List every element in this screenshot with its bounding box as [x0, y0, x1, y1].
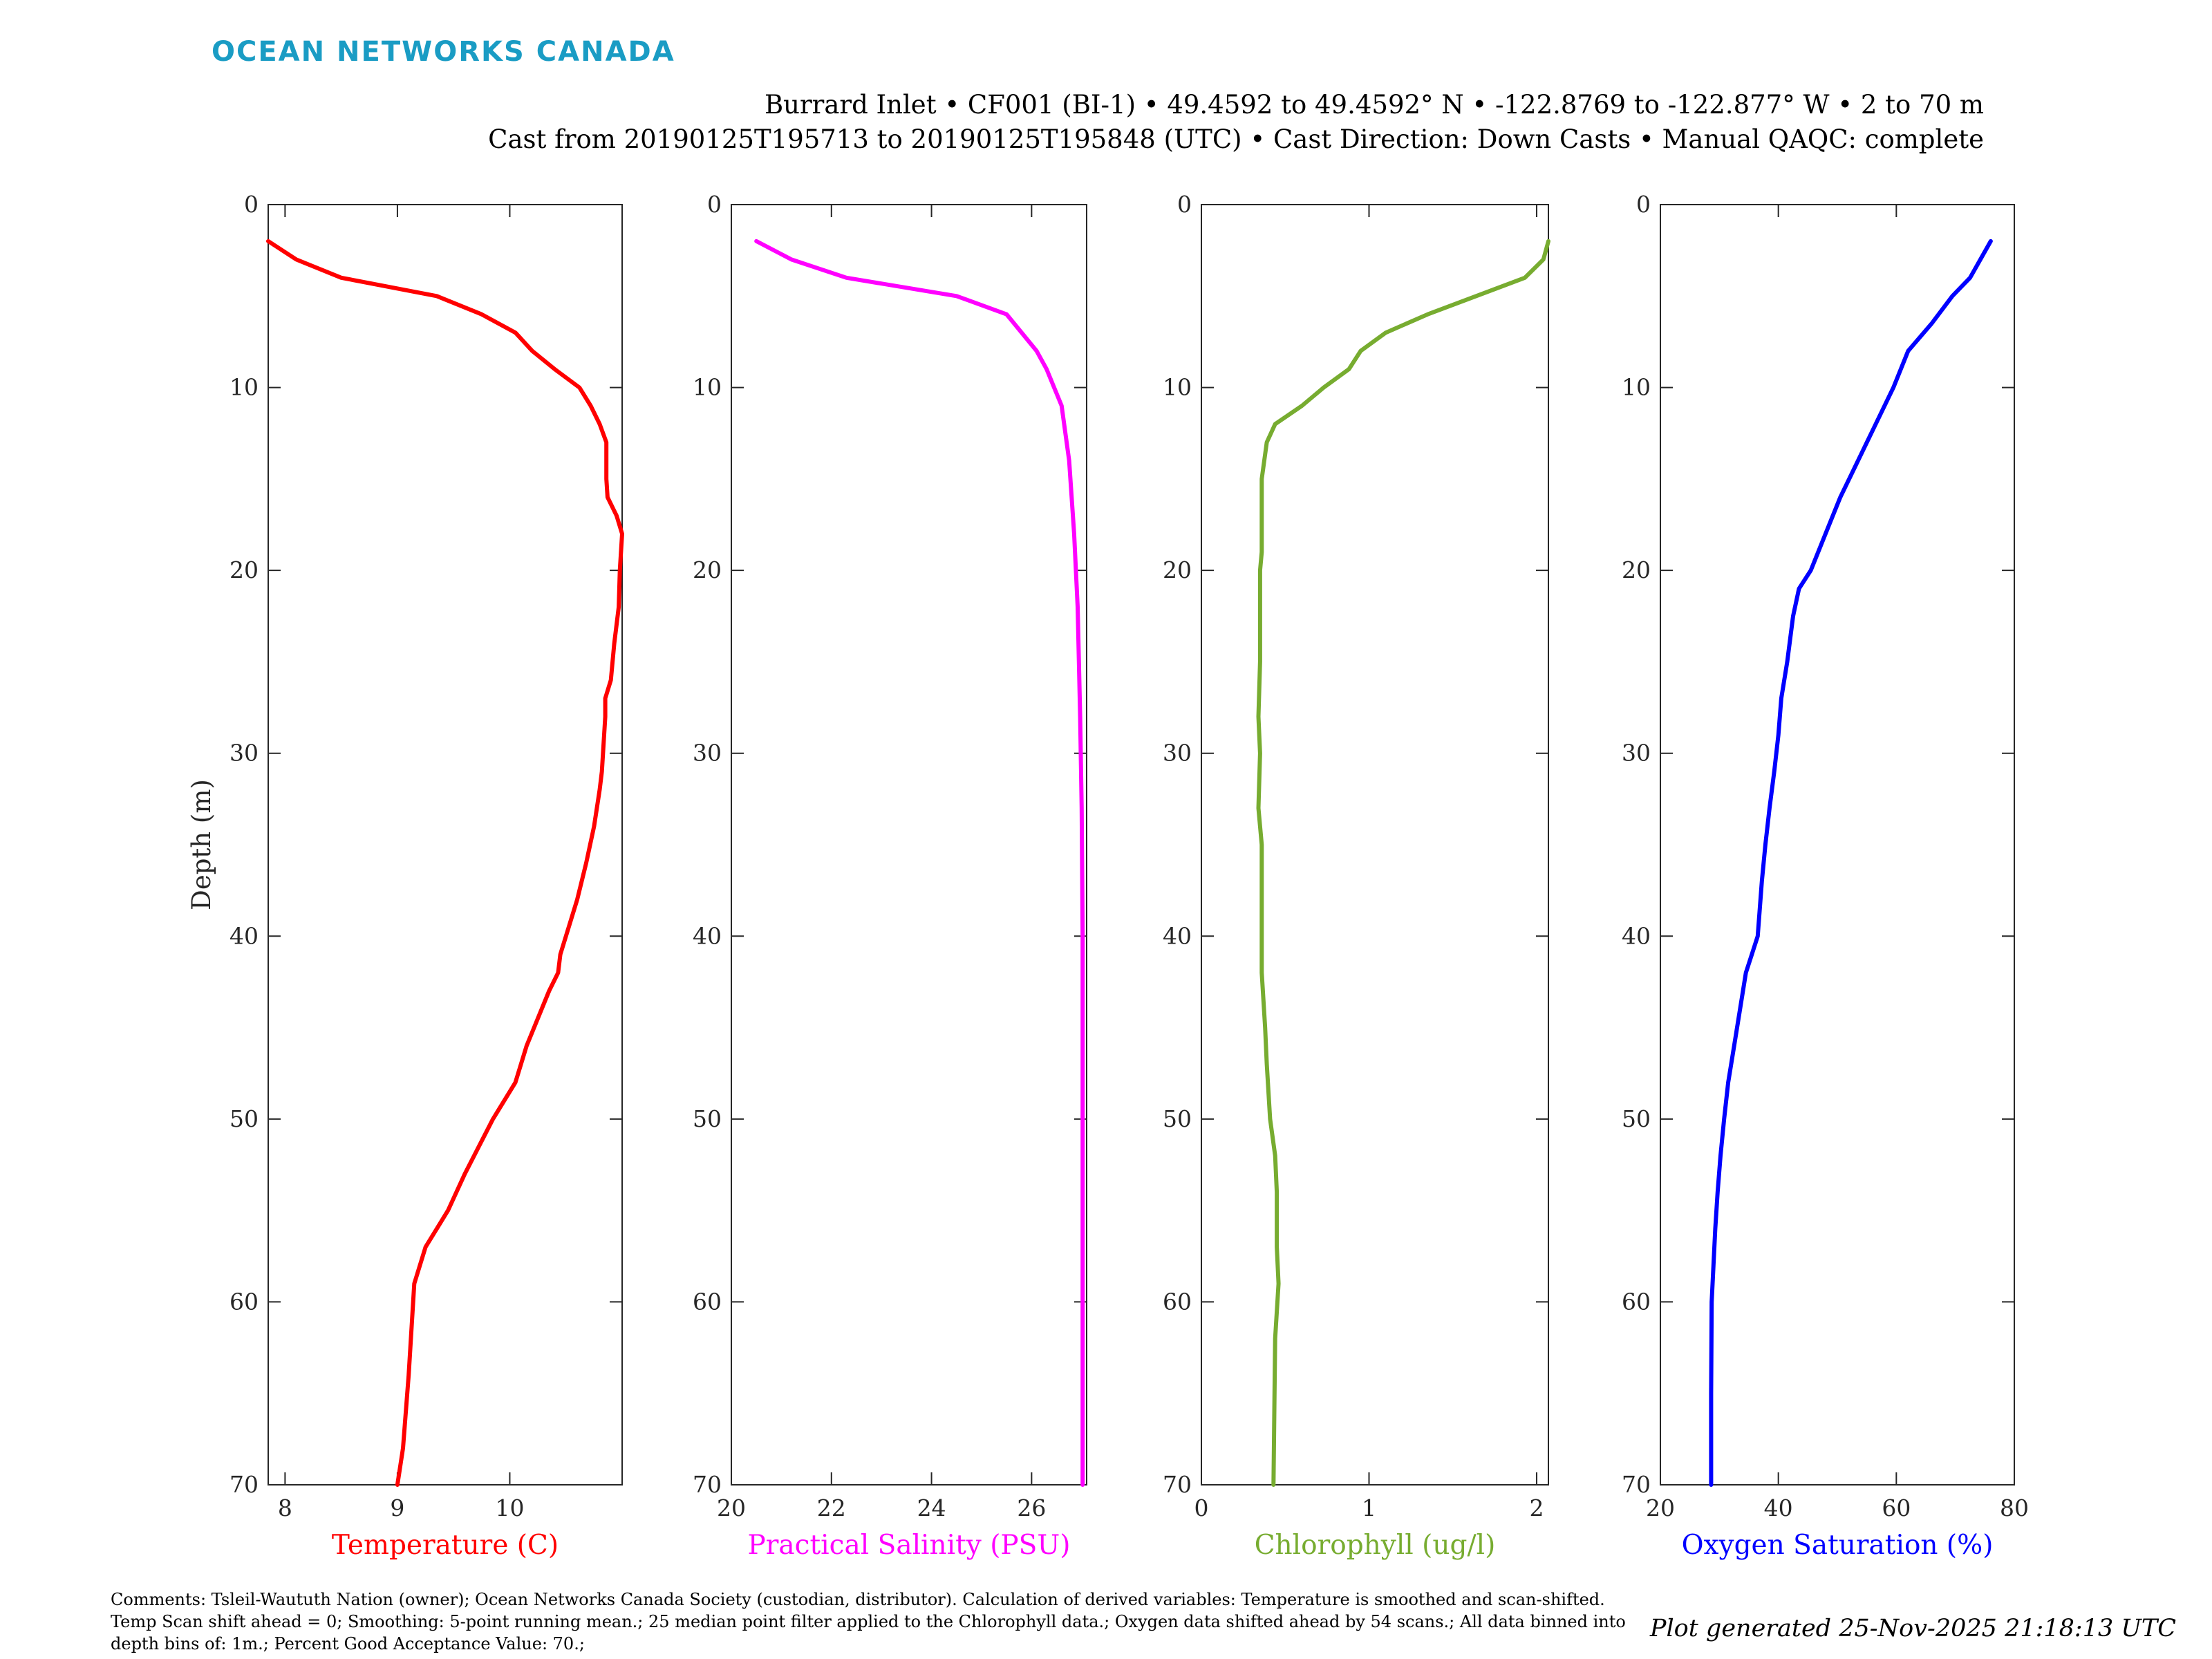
y-tick-label: 20 — [1163, 556, 1192, 583]
x-tick-label: 20 — [717, 1494, 746, 1521]
y-axis-label: Depth (m) — [187, 779, 216, 910]
x-tick-label: 60 — [1882, 1494, 1911, 1521]
axes-box-4 — [1660, 204, 2015, 1485]
y-tick-label: 30 — [1163, 740, 1192, 767]
y-tick-label: 40 — [693, 922, 722, 949]
y-tick-label: 40 — [229, 922, 259, 949]
y-tick-label: 10 — [1163, 374, 1192, 401]
y-tick-label: 0 — [244, 191, 259, 218]
profile-line-4 — [1709, 238, 1993, 1487]
x-tick-label: 40 — [1764, 1494, 1793, 1521]
profile-line-1 — [266, 238, 624, 1487]
y-tick-label: 70 — [229, 1471, 259, 1498]
plot-title-location: Burrard Inlet • CF001 (BI-1) • 49.4592 t… — [764, 90, 1984, 120]
y-tick-label: 70 — [1622, 1471, 1651, 1498]
x-tick-label: 80 — [2000, 1494, 2029, 1521]
y-tick-label: 50 — [1622, 1105, 1651, 1132]
x-tick-label: 22 — [817, 1494, 846, 1521]
y-tick-label: 20 — [1622, 556, 1651, 583]
y-tick-label: 60 — [693, 1288, 722, 1315]
y-tick-label: 20 — [229, 556, 259, 583]
y-tick-label: 0 — [1177, 191, 1192, 218]
y-tick-label: 20 — [693, 556, 722, 583]
y-tick-label: 10 — [693, 374, 722, 401]
y-tick-label: 30 — [229, 740, 259, 767]
y-tick-label: 0 — [707, 191, 722, 218]
y-tick-label: 10 — [229, 374, 259, 401]
axes-box-3 — [1201, 204, 1549, 1485]
plot-generated-timestamp: Plot generated 25-Nov-2025 21:18:13 UTC — [1649, 1615, 2176, 1642]
x-tick-label: 2 — [1530, 1494, 1544, 1521]
axes-box-1 — [268, 204, 623, 1485]
y-tick-label: 70 — [1163, 1471, 1192, 1498]
y-tick-label: 0 — [1636, 191, 1651, 218]
profile-line-3 — [1256, 238, 1550, 1487]
y-tick-label: 30 — [1622, 740, 1651, 767]
x-tick-label: 8 — [278, 1494, 292, 1521]
x-tick-label: 0 — [1194, 1494, 1209, 1521]
x-axis-label: Practical Salinity (PSU) — [748, 1530, 1071, 1561]
y-tick-label: 50 — [693, 1105, 722, 1132]
y-tick-label: 70 — [693, 1471, 722, 1498]
x-tick-label: 1 — [1362, 1494, 1376, 1521]
x-tick-label: 26 — [1017, 1494, 1046, 1521]
x-tick-label: 24 — [917, 1494, 946, 1521]
y-tick-label: 40 — [1163, 922, 1192, 949]
x-tick-label: 20 — [1646, 1494, 1675, 1521]
y-tick-label: 60 — [1163, 1288, 1192, 1315]
x-axis-label: Oxygen Saturation (%) — [1682, 1530, 1994, 1561]
y-tick-label: 50 — [1163, 1105, 1192, 1132]
ocean-networks-canada-logo: OCEAN NETWORKS CANADA — [212, 36, 675, 68]
plot-title-cast: Cast from 20190125T195713 to 20190125T19… — [488, 124, 1984, 154]
y-tick-label: 50 — [229, 1105, 259, 1132]
axes-box-2 — [731, 204, 1087, 1485]
y-tick-label: 40 — [1622, 922, 1651, 949]
y-tick-label: 10 — [1622, 374, 1651, 401]
x-tick-label: 10 — [495, 1494, 524, 1521]
x-axis-label: Chlorophyll (ug/l) — [1255, 1530, 1496, 1561]
x-tick-label: 9 — [390, 1494, 404, 1521]
y-tick-label: 60 — [229, 1288, 259, 1315]
comments-text: Comments: Tsleil-Waututh Nation (owner);… — [111, 1590, 1626, 1653]
y-tick-label: 60 — [1622, 1288, 1651, 1315]
profile-line-2 — [754, 238, 1085, 1487]
y-tick-label: 30 — [693, 740, 722, 767]
x-axis-label: Temperature (C) — [332, 1530, 559, 1561]
